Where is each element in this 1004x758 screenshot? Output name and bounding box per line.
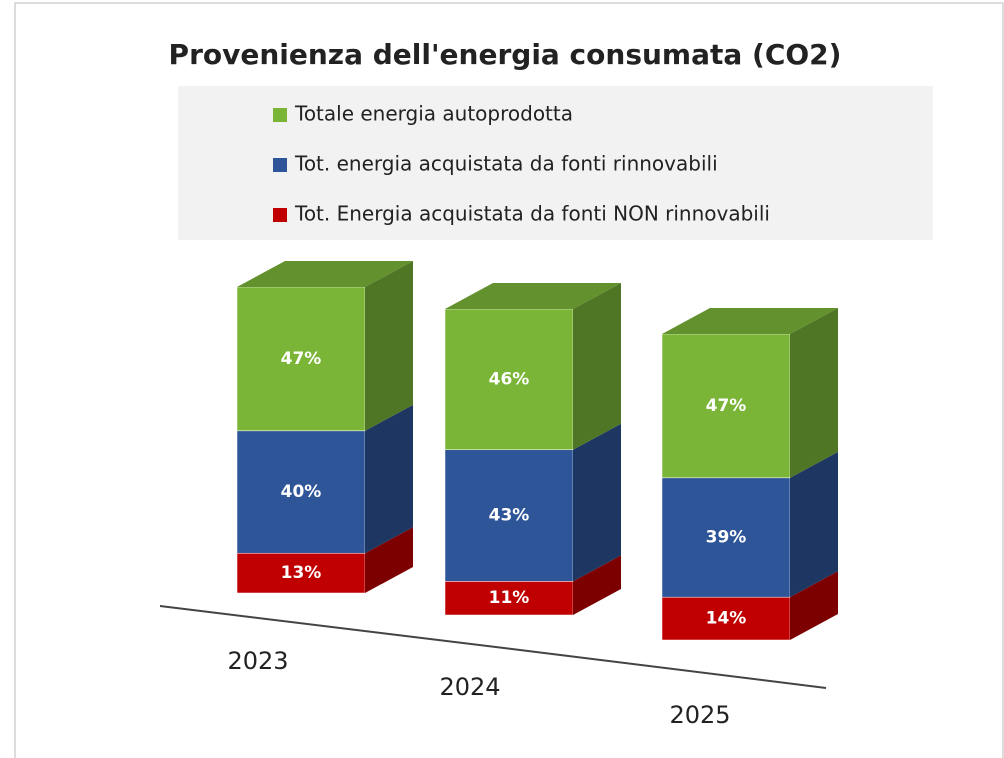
bar-side <box>790 571 838 640</box>
bar-top <box>237 261 413 287</box>
bar-side <box>790 451 838 598</box>
legend-box <box>178 86 933 240</box>
data-label: 40% <box>281 482 322 502</box>
bar-front <box>236 286 366 432</box>
bar-side <box>573 555 621 615</box>
bar-side <box>365 261 413 431</box>
bar-front <box>444 449 574 582</box>
bar-side <box>365 404 413 554</box>
floor-line <box>159 605 521 651</box>
legend-swatch <box>273 108 287 122</box>
data-label: 13% <box>281 563 322 583</box>
x-tick-label: 2023 <box>227 647 288 675</box>
bar-front <box>444 581 574 616</box>
chart-title: Provenienza dell'energia consumata (CO2) <box>169 38 842 71</box>
bar-front <box>661 333 791 479</box>
bar-top <box>662 308 838 334</box>
bar-top <box>445 283 621 309</box>
x-tick-label: 2024 <box>439 673 500 701</box>
legend-swatch <box>273 208 287 222</box>
bar-front <box>661 596 791 641</box>
data-label: 11% <box>489 588 530 608</box>
floor-line <box>519 649 827 689</box>
x-tick-label: 2025 <box>669 701 730 729</box>
bar-side <box>790 308 838 478</box>
bar-front <box>236 430 366 554</box>
data-label: 47% <box>281 349 322 369</box>
data-label: 47% <box>706 396 747 416</box>
bar-side <box>573 283 621 450</box>
legend-label: Tot. Energia acquistata da fonti NON rin… <box>294 202 770 226</box>
data-label: 43% <box>489 506 530 526</box>
legend-swatch <box>273 158 287 172</box>
data-label: 46% <box>489 369 530 389</box>
legend-label: Tot. energia acquistata da fonti rinnova… <box>294 152 718 176</box>
data-label: 14% <box>706 609 747 629</box>
data-label: 39% <box>706 527 747 547</box>
bar-side <box>365 527 413 593</box>
legend-label: Totale energia autoprodotta <box>294 102 573 126</box>
bar-front <box>661 477 791 598</box>
bar-side <box>573 423 621 582</box>
